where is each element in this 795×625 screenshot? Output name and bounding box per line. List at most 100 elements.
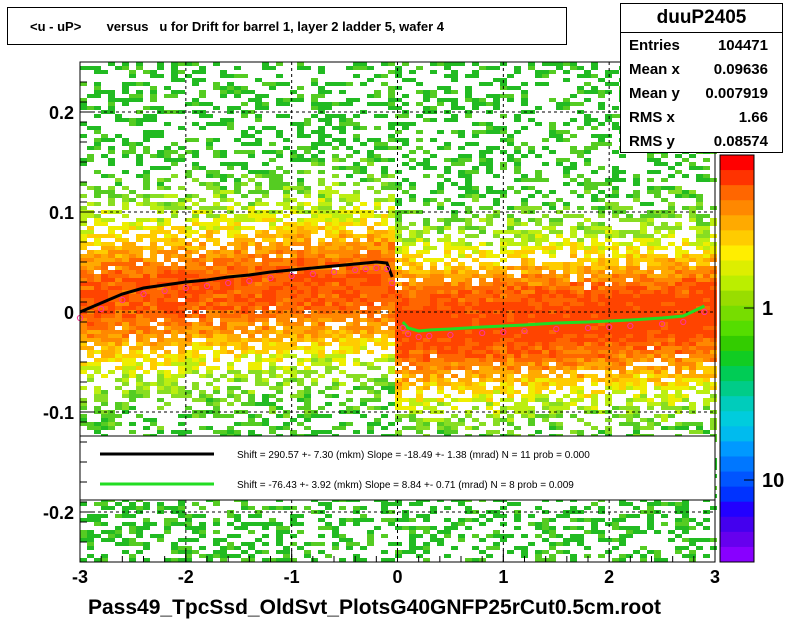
heatmap-cell — [129, 146, 136, 150]
heatmap-cell — [381, 186, 388, 190]
heatmap-cell — [87, 530, 94, 534]
heatmap-cell — [311, 350, 318, 354]
heatmap-cell — [542, 194, 549, 198]
heatmap-cell — [164, 94, 171, 98]
heatmap-cell — [206, 394, 213, 398]
heatmap-cell — [402, 114, 409, 118]
heatmap-cell — [227, 430, 234, 434]
heatmap-cell — [542, 402, 549, 406]
heatmap-cell — [283, 222, 290, 226]
heatmap-cell — [332, 366, 339, 370]
heatmap-cell — [479, 154, 486, 158]
heatmap-cell — [346, 98, 353, 102]
heatmap-cell — [444, 142, 451, 146]
heatmap-cell — [150, 130, 157, 134]
heatmap-cell — [423, 306, 430, 310]
heatmap-cell — [199, 198, 206, 202]
heatmap-cell — [591, 242, 598, 246]
heatmap-cell — [353, 122, 360, 126]
heatmap-cell — [101, 222, 108, 226]
heatmap-cell — [178, 358, 185, 362]
heatmap-cell — [185, 350, 192, 354]
heatmap-cell — [80, 302, 87, 306]
heatmap-cell — [563, 290, 570, 294]
heatmap-cell — [220, 278, 227, 282]
heatmap-cell — [311, 558, 318, 562]
heatmap-cell — [423, 230, 430, 234]
heatmap-cell — [451, 318, 458, 322]
heatmap-cell — [80, 330, 87, 334]
heatmap-cell — [367, 406, 374, 410]
heatmap-cell — [423, 198, 430, 202]
heatmap-cell — [290, 298, 297, 302]
heatmap-cell — [164, 302, 171, 306]
heatmap-cell — [297, 322, 304, 326]
heatmap-cell — [178, 286, 185, 290]
heatmap-cell — [472, 250, 479, 254]
heatmap-cell — [451, 306, 458, 310]
heatmap-cell — [395, 378, 402, 382]
heatmap-cell — [276, 382, 283, 386]
heatmap-cell — [360, 258, 367, 262]
heatmap-cell — [122, 246, 129, 250]
heatmap-cell — [199, 330, 206, 334]
heatmap-cell — [332, 534, 339, 538]
heatmap-cell — [444, 90, 451, 94]
heatmap-cell — [549, 294, 556, 298]
heatmap-cell — [87, 282, 94, 286]
heatmap-cell — [122, 318, 129, 322]
heatmap-cell — [437, 398, 444, 402]
heatmap-cell — [332, 298, 339, 302]
heatmap-cell — [248, 330, 255, 334]
heatmap-cell — [318, 182, 325, 186]
heatmap-cell — [437, 322, 444, 326]
heatmap-cell — [325, 306, 332, 310]
heatmap-cell — [150, 342, 157, 346]
heatmap-cell — [409, 294, 416, 298]
heatmap-cell — [409, 70, 416, 74]
heatmap-cell — [297, 254, 304, 258]
heatmap-cell — [339, 314, 346, 318]
heatmap-cell — [556, 134, 563, 138]
heatmap-cell — [479, 218, 486, 222]
heatmap-cell — [528, 298, 535, 302]
heatmap-cell — [353, 150, 360, 154]
heatmap-cell — [241, 150, 248, 154]
heatmap-cell — [290, 514, 297, 518]
heatmap-cell — [514, 350, 521, 354]
heatmap-cell — [374, 138, 381, 142]
heatmap-cell — [388, 242, 395, 246]
heatmap-cell — [577, 182, 584, 186]
heatmap-cell — [143, 314, 150, 318]
heatmap-cell — [381, 170, 388, 174]
heatmap-cell — [150, 534, 157, 538]
heatmap-cell — [549, 406, 556, 410]
heatmap-cell — [325, 242, 332, 246]
heatmap-cell — [143, 226, 150, 230]
heatmap-cell — [479, 398, 486, 402]
heatmap-cell — [437, 146, 444, 150]
heatmap-cell — [311, 142, 318, 146]
heatmap-cell — [381, 82, 388, 86]
heatmap-cell — [94, 234, 101, 238]
heatmap-cell — [115, 270, 122, 274]
heatmap-cell — [374, 286, 381, 290]
heatmap-cell — [255, 286, 262, 290]
heatmap-cell — [87, 262, 94, 266]
heatmap-cell — [556, 410, 563, 414]
heatmap-cell — [325, 250, 332, 254]
heatmap-cell — [290, 154, 297, 158]
heatmap-cell — [80, 246, 87, 250]
heatmap-cell — [409, 398, 416, 402]
heatmap-cell — [367, 338, 374, 342]
heatmap-cell — [290, 294, 297, 298]
heatmap-cell — [276, 242, 283, 246]
heatmap-cell — [290, 234, 297, 238]
heatmap-cell — [388, 226, 395, 230]
heatmap-cell — [556, 130, 563, 134]
heatmap-cell — [283, 330, 290, 334]
heatmap-cell — [206, 230, 213, 234]
heatmap-cell — [136, 530, 143, 534]
heatmap-cell — [465, 86, 472, 90]
heatmap-cell — [318, 502, 325, 506]
